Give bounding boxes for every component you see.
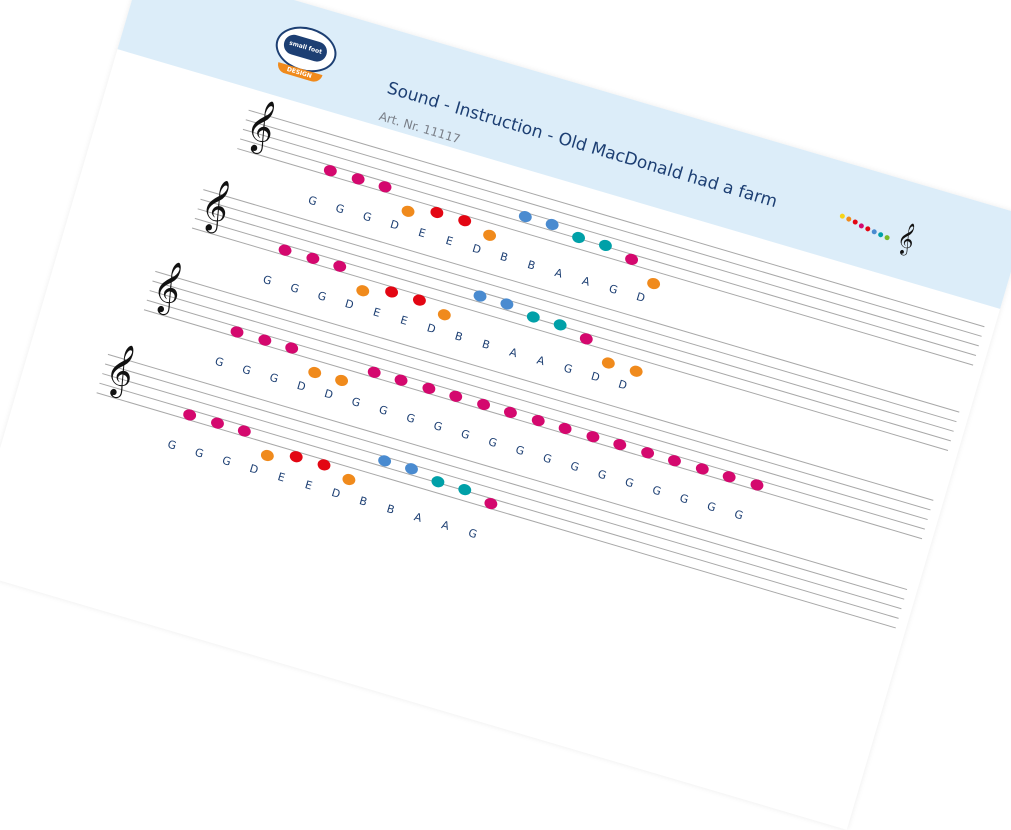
mini-dot [852, 219, 859, 226]
mini-dot [871, 228, 878, 235]
logo-text: small foot [281, 32, 330, 64]
mini-dot [877, 231, 884, 238]
mini-dot [858, 222, 865, 229]
mini-dot [839, 213, 846, 220]
treble-clef-icon: 𝄞 [893, 219, 920, 257]
mini-dot [864, 225, 871, 232]
mini-dot [845, 216, 852, 223]
mini-dot [883, 234, 891, 242]
